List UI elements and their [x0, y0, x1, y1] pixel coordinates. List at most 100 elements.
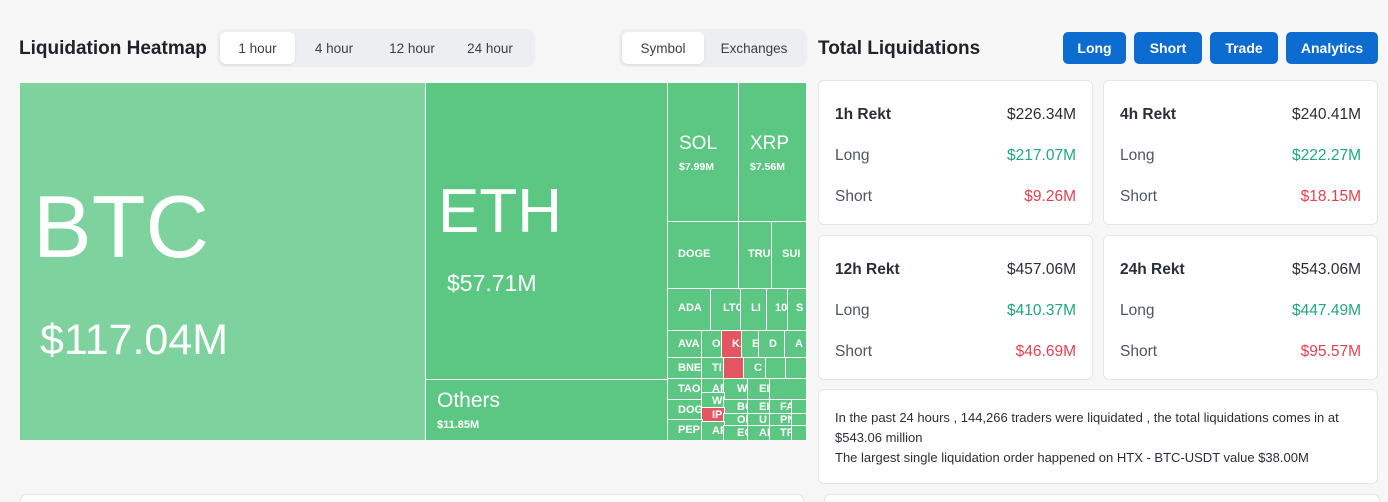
- tile-ep[interactable]: EI: [747, 399, 771, 415]
- tile-pep[interactable]: PEP: [667, 419, 703, 440]
- liquidation-summary: In the past 24 hours , 144,266 traders w…: [818, 389, 1378, 484]
- tile-symbol: AVA: [678, 338, 700, 350]
- tab-1-hour[interactable]: 1 hour: [220, 32, 295, 64]
- tile-a[interactable]: A: [784, 330, 806, 359]
- long-row: Long $447.49M: [1120, 302, 1361, 320]
- tile-symbol: A: [795, 338, 803, 350]
- tile-eth[interactable]: ETH $57.71M: [425, 83, 669, 381]
- tile-symbol: TR: [780, 427, 792, 439]
- short-row: Short $18.15M: [1120, 188, 1361, 206]
- short-row: Short $46.69M: [835, 343, 1076, 361]
- tile-symbol: U: [759, 414, 767, 426]
- tile-ltc[interactable]: LTC: [710, 288, 742, 332]
- long-row: Long $217.07M: [835, 147, 1076, 165]
- long-value: $217.07M: [1007, 147, 1076, 164]
- card-title: 4h Rekt: [1120, 106, 1176, 123]
- tile-ka[interactable]: KA: [721, 330, 743, 359]
- tile-c[interactable]: C: [743, 357, 767, 380]
- tab-exchanges[interactable]: Exchanges: [720, 40, 788, 56]
- analytics-button[interactable]: Analytics: [1286, 32, 1378, 64]
- tile-oi[interactable]: OI: [723, 413, 749, 427]
- tile-xrp[interactable]: XRP $7.56M: [738, 83, 806, 223]
- tile-bo[interactable]: BO: [723, 399, 749, 415]
- tile-misc-2[interactable]: [785, 357, 806, 380]
- tile-others[interactable]: Others $11.85M: [425, 379, 669, 440]
- tab-24-hour[interactable]: 24 hour: [467, 40, 513, 56]
- tile-o[interactable]: O: [701, 330, 723, 359]
- tile-symbol: S: [796, 302, 804, 314]
- next-panel-left: [20, 494, 804, 502]
- tile-pn[interactable]: PN: [769, 413, 793, 427]
- short-button[interactable]: Short: [1134, 32, 1202, 64]
- tile-misc-5[interactable]: [791, 413, 806, 427]
- tile-symbol: FA: [780, 401, 792, 413]
- short-row: Short $9.26M: [835, 188, 1076, 206]
- tile-ei[interactable]: EI: [747, 378, 771, 401]
- tile-sol[interactable]: SOL $7.99M: [667, 83, 740, 223]
- tile-sui[interactable]: SUI: [771, 221, 806, 290]
- tile-fa[interactable]: FA: [769, 399, 793, 415]
- tile-w[interactable]: W: [723, 378, 749, 401]
- tile-symbol: ADA: [678, 302, 702, 314]
- tile-u[interactable]: U: [747, 413, 771, 427]
- tab-12-hour[interactable]: 12 hour: [389, 40, 435, 56]
- tile-symbol: BNE: [678, 362, 702, 374]
- tab-4-hour[interactable]: 4 hour: [314, 40, 354, 56]
- tile-ec[interactable]: EC: [723, 425, 749, 440]
- long-value: $410.37M: [1007, 302, 1076, 319]
- long-button[interactable]: Long: [1063, 32, 1126, 64]
- tile-tao[interactable]: TAO: [667, 378, 703, 401]
- long-value: $222.27M: [1292, 147, 1361, 164]
- tile-e[interactable]: E: [741, 330, 760, 359]
- tile-symbol: WH: [712, 395, 724, 407]
- tile-symbol: TAO: [678, 383, 701, 395]
- tile-ap[interactable]: AP: [701, 421, 725, 440]
- tile-symbol: E: [752, 338, 759, 350]
- tile-doge[interactable]: DOGE: [667, 221, 740, 290]
- tile-d[interactable]: D: [758, 330, 786, 359]
- rekt-card-1h: 1h Rekt $226.34M Long $217.07M Short $9.26M: [818, 80, 1093, 225]
- tile-symbol: TI: [712, 362, 722, 374]
- tile-ti[interactable]: TI: [701, 357, 725, 380]
- card-header: 1h Rekt $226.34M: [835, 106, 1076, 124]
- card-total: $226.34M: [1007, 106, 1076, 123]
- card-header: 4h Rekt $240.41M: [1120, 106, 1361, 124]
- next-panel-right: [824, 494, 1380, 502]
- tile-wh[interactable]: WH: [701, 392, 725, 409]
- tile-misc-6[interactable]: [791, 425, 806, 440]
- tile-misc-3[interactable]: [769, 378, 806, 401]
- tile-10[interactable]: 10: [766, 288, 789, 332]
- short-label: Short: [1120, 188, 1158, 205]
- rekt-card-12h: 12h Rekt $457.06M Long $410.37M Short $46.6…: [818, 235, 1093, 380]
- tile-short-1[interactable]: [723, 357, 745, 380]
- tile-value: $11.85M: [437, 419, 480, 431]
- tile-symbol: PN: [780, 414, 792, 426]
- short-label: Short: [835, 188, 873, 205]
- tile-ai[interactable]: AI: [747, 425, 771, 440]
- tile-symbol: AP: [712, 425, 724, 437]
- card-total: $543.06M: [1292, 261, 1361, 278]
- tile-symbol: AI: [759, 427, 770, 439]
- short-label: Short: [835, 343, 873, 360]
- tile-symbol: LI: [751, 302, 761, 314]
- short-value: $9.26M: [1024, 188, 1076, 205]
- tile-misc-1[interactable]: [765, 357, 787, 380]
- tab-symbol[interactable]: Symbol: [622, 32, 704, 64]
- trade-button[interactable]: Trade: [1210, 32, 1278, 64]
- card-total: $457.06M: [1007, 261, 1076, 278]
- tile-bne[interactable]: BNE: [667, 357, 703, 380]
- tile-ip[interactable]: IP: [701, 407, 725, 423]
- tile-tr[interactable]: TR: [769, 425, 793, 440]
- tile-tru[interactable]: TRU: [738, 221, 773, 290]
- tile-li[interactable]: LI: [740, 288, 768, 332]
- time-range-selector: 1 hour 4 hour 12 hour 24 hour: [217, 29, 535, 67]
- tile-btc[interactable]: BTC $117.04M: [20, 83, 427, 440]
- tile-symbol: SUI: [782, 248, 801, 260]
- summary-text: In the past 24 hours , 144,266 traders w…: [835, 410, 1339, 445]
- tile-s[interactable]: S: [787, 288, 806, 332]
- tile-dog[interactable]: DOG: [667, 399, 703, 421]
- tile-ava[interactable]: AVA: [667, 330, 703, 359]
- tile-ada[interactable]: ADA: [667, 288, 712, 332]
- tile-symbol: XRP: [750, 133, 790, 154]
- tile-misc-4[interactable]: [791, 399, 806, 415]
